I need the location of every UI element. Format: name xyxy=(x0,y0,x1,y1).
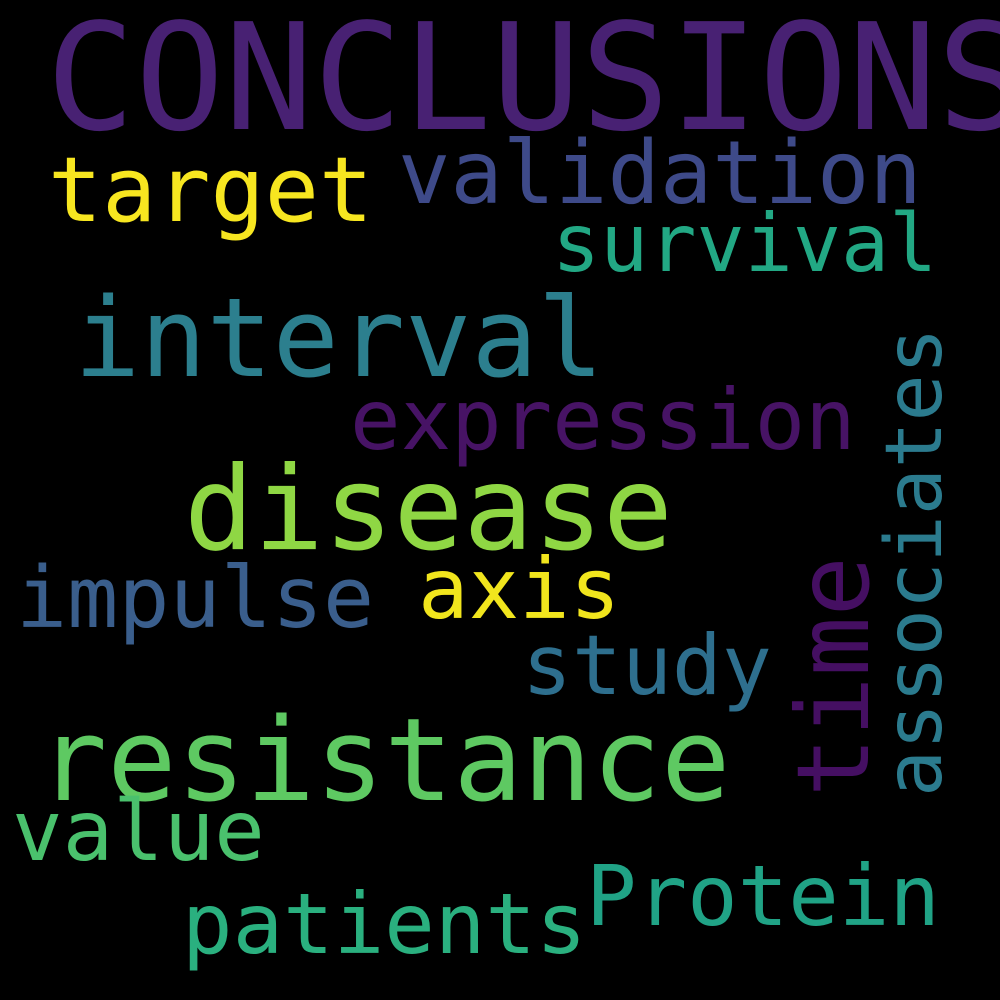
word-disease: disease xyxy=(184,442,673,577)
word-axis: axis xyxy=(418,540,621,638)
word-value: value xyxy=(12,782,265,880)
word-time: time xyxy=(775,556,892,797)
word-conclusions: CONCLUSIONS xyxy=(46,0,1000,164)
word-validation: validation xyxy=(398,122,922,224)
word-expression: expression xyxy=(350,371,856,469)
word-interval: interval xyxy=(74,274,604,402)
word-impulse: impulse xyxy=(16,549,375,648)
word-resistance: resistance xyxy=(38,694,731,828)
word-target: target xyxy=(48,138,374,243)
word-survival: survival xyxy=(552,197,938,290)
word-study: study xyxy=(522,617,772,714)
word-protein: Protein xyxy=(586,847,941,945)
word-patients: patients xyxy=(182,875,587,973)
